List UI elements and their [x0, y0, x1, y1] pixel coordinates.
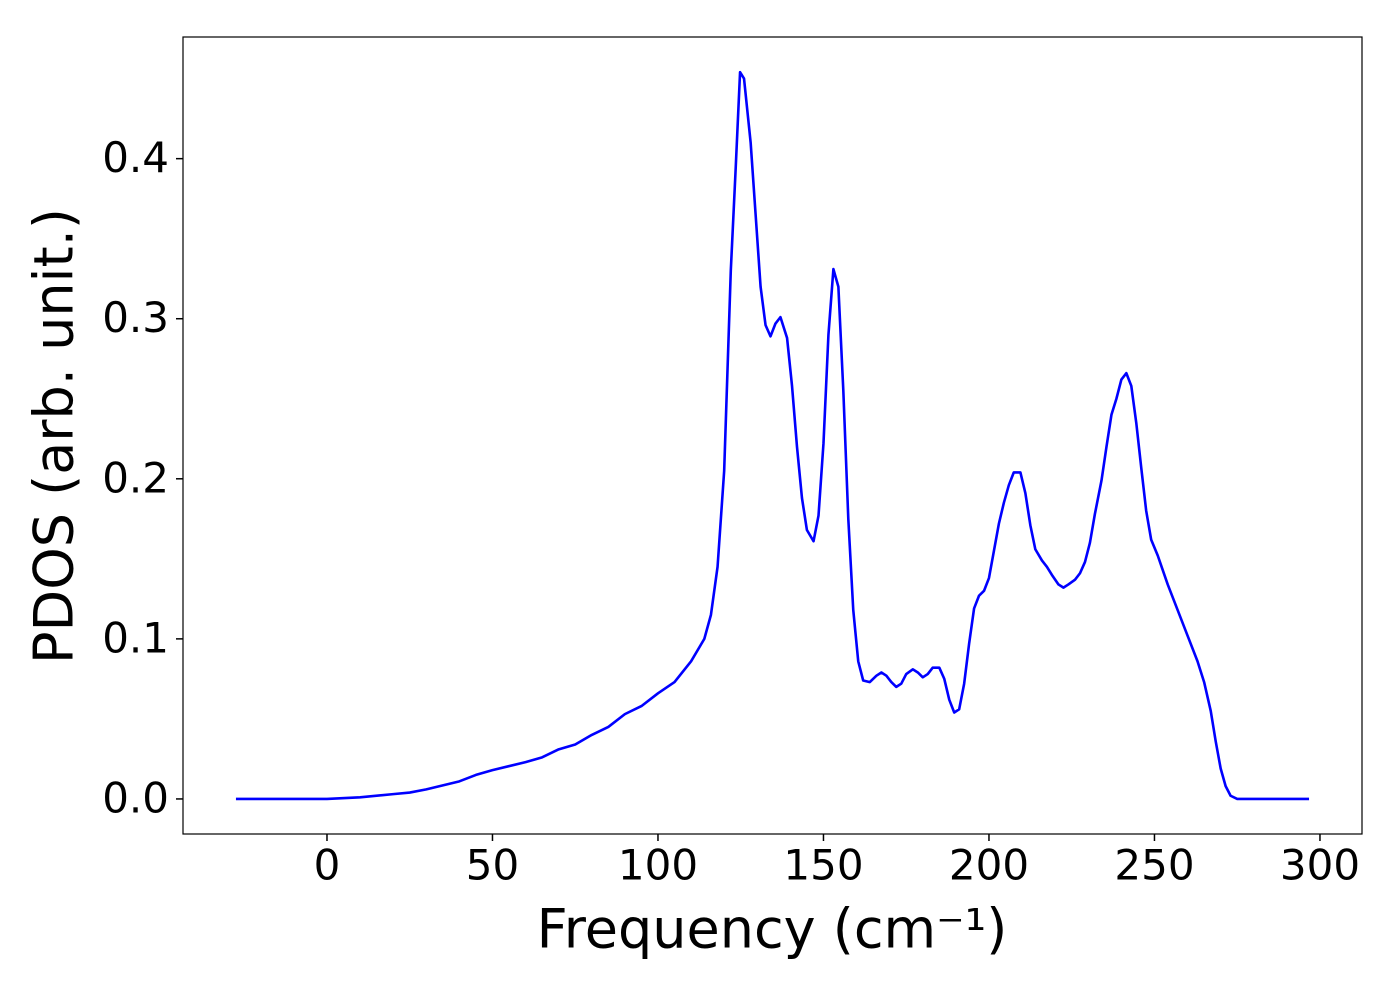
plot-frame [182, 36, 1363, 835]
x-tick-label: 50 [466, 841, 519, 890]
y-tick-label: 0.2 [102, 453, 169, 502]
y-tick-label: 0.1 [102, 613, 169, 662]
x-tick-label: 0 [314, 841, 341, 890]
y-tick-label: 0.0 [102, 773, 169, 822]
x-tick-label: 200 [949, 841, 1029, 890]
x-tick-label: 150 [783, 841, 863, 890]
data-line [235, 70, 1310, 801]
y-tick-label: 0.4 [102, 133, 169, 182]
x-tick-label: 100 [618, 841, 698, 890]
x-tick-label: 250 [1114, 841, 1194, 890]
x-tick-label: 300 [1280, 841, 1360, 890]
x-axis-label: Frequency (cm⁻¹) [537, 898, 1008, 961]
y-axis-label: PDOS (arb. unit.) [23, 208, 86, 664]
y-tick-label: 0.3 [102, 293, 169, 342]
